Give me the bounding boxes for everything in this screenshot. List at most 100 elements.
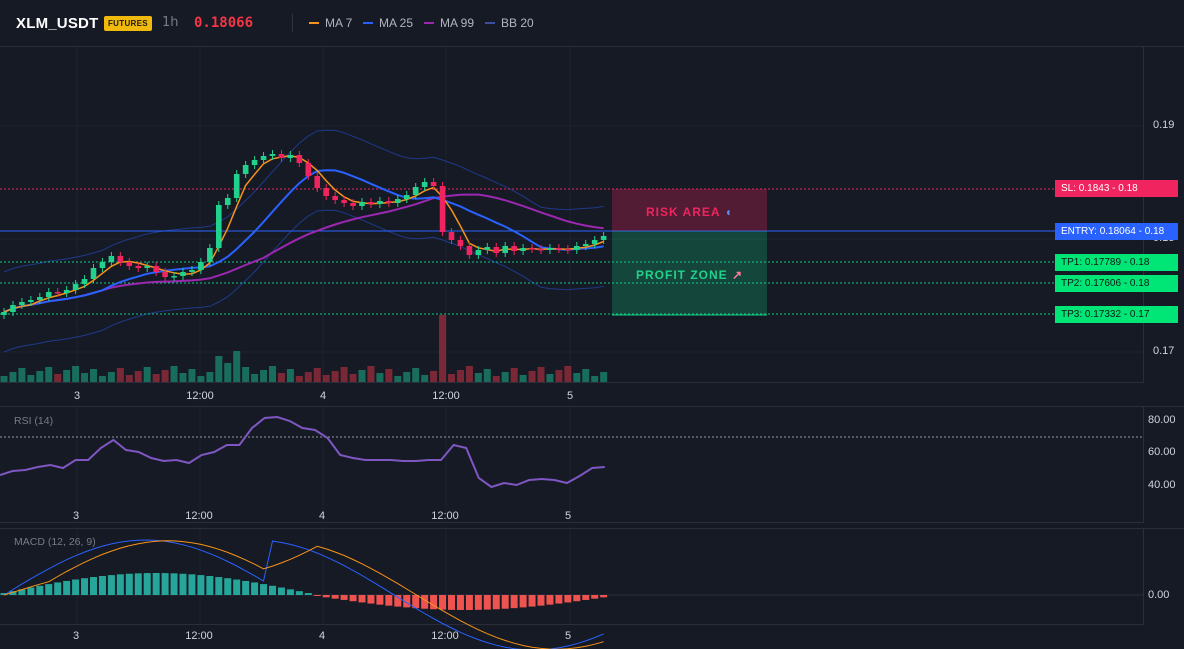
ma25-line bbox=[3, 169, 604, 313]
candle-body bbox=[403, 195, 410, 199]
volume-bar bbox=[45, 367, 53, 382]
legend-ma99[interactable]: MA 99 bbox=[424, 16, 474, 30]
rsi-axis-border bbox=[1143, 406, 1144, 522]
candle-body bbox=[144, 266, 150, 268]
macd-hist-bar bbox=[340, 595, 348, 600]
macd-title[interactable]: MACD (12, 26, 9) bbox=[14, 536, 96, 548]
candle-body bbox=[341, 200, 347, 203]
candle-body bbox=[529, 248, 535, 250]
volume-bar bbox=[197, 376, 205, 382]
volume-bar bbox=[412, 368, 420, 382]
volume-bar bbox=[188, 369, 196, 382]
volume-bar bbox=[116, 368, 124, 382]
candle-body bbox=[224, 198, 231, 205]
macd-hist-bar bbox=[403, 595, 411, 608]
risk-area-box bbox=[612, 189, 767, 231]
candle-body bbox=[45, 292, 52, 297]
candle-body bbox=[377, 201, 383, 204]
candle-body bbox=[269, 154, 276, 156]
candle-body bbox=[296, 155, 303, 163]
timeframe-label[interactable]: 1h bbox=[162, 15, 179, 30]
macd-hist-bar bbox=[358, 595, 366, 603]
macd-hist-bar bbox=[421, 595, 429, 609]
candle-body bbox=[582, 244, 589, 246]
volume-bar bbox=[233, 351, 241, 382]
macd-hist-bar bbox=[573, 595, 581, 602]
profit-zone-label: PROFIT ZONE ↗ bbox=[636, 268, 743, 282]
time-tick: 4 bbox=[318, 630, 326, 642]
candle-body bbox=[54, 292, 61, 294]
symbol-label[interactable]: XLM_USDT bbox=[16, 15, 99, 32]
price-axis-border bbox=[1143, 46, 1144, 382]
candle-body bbox=[421, 182, 428, 187]
bb20-label: BB 20 bbox=[501, 16, 534, 30]
volume-bar bbox=[260, 370, 268, 382]
macd-hist-bar bbox=[456, 595, 464, 610]
macd-hist-bar bbox=[591, 595, 599, 599]
macd-hist-bar bbox=[277, 587, 285, 595]
candle-body bbox=[332, 196, 338, 200]
volume-bar bbox=[215, 356, 223, 382]
volume-bar bbox=[206, 372, 214, 382]
volume-bar bbox=[18, 368, 26, 382]
rsi-tick-60: 60.00 bbox=[1148, 446, 1176, 458]
main-time-axis-line bbox=[0, 382, 1144, 383]
candle-body bbox=[547, 248, 553, 250]
ma25-label: MA 25 bbox=[379, 16, 414, 30]
candle-body bbox=[565, 249, 571, 251]
macd-hist-bar bbox=[54, 582, 62, 595]
volume-bar bbox=[313, 368, 321, 382]
macd-line bbox=[3, 539, 604, 649]
candle-body bbox=[216, 205, 222, 248]
ma99-label: MA 99 bbox=[440, 16, 475, 30]
candle-body bbox=[162, 272, 168, 277]
macd-hist-bar bbox=[0, 593, 8, 595]
candle-body bbox=[242, 165, 249, 174]
header-separator bbox=[0, 46, 1184, 47]
rsi-pane-separator bbox=[0, 528, 1184, 529]
volume-bar bbox=[519, 375, 527, 382]
volume-bar bbox=[9, 372, 17, 382]
tp3-tag: TP3: 0.17332 - 0.17 bbox=[1055, 306, 1178, 323]
macd-hist-bar bbox=[546, 595, 554, 605]
shield-icon: ◖ bbox=[724, 205, 733, 219]
candle-body bbox=[448, 232, 455, 240]
candle-body bbox=[430, 182, 437, 186]
moving-averages bbox=[3, 155, 604, 313]
candle-body bbox=[99, 262, 106, 268]
sl-tag: SL: 0.1843 - 0.18 bbox=[1055, 180, 1178, 197]
volume-bar bbox=[295, 376, 303, 382]
volume-bar bbox=[304, 372, 312, 382]
macd-hist-bar bbox=[170, 573, 178, 595]
macd-hist-bar bbox=[376, 595, 384, 605]
macd-hist-bar bbox=[206, 575, 214, 595]
candle-body bbox=[81, 279, 88, 284]
time-tick: 4 bbox=[319, 390, 327, 402]
macd-hist-bar bbox=[116, 574, 124, 595]
main-pane-separator bbox=[0, 406, 1184, 407]
candle-body bbox=[484, 247, 491, 250]
macd-hist-bar bbox=[152, 573, 160, 595]
macd-hist-bar bbox=[394, 595, 402, 607]
legend-ma25[interactable]: MA 25 bbox=[363, 16, 413, 30]
candle-body bbox=[108, 256, 115, 262]
legend-ma7[interactable]: MA 7 bbox=[309, 16, 352, 30]
macd-time-axis-line bbox=[0, 624, 1144, 625]
candle-body bbox=[475, 250, 482, 255]
macd-tick-0: 0.00 bbox=[1148, 589, 1170, 601]
bb-upper bbox=[3, 129, 604, 273]
time-tick: 5 bbox=[564, 630, 572, 642]
volume-bar bbox=[456, 370, 464, 382]
tp1-tag: TP1: 0.17789 - 0.18 bbox=[1055, 254, 1178, 271]
legend-bb20[interactable]: BB 20 bbox=[485, 16, 534, 30]
profit-zone-box bbox=[612, 231, 767, 315]
profit-zone-text: PROFIT ZONE bbox=[636, 268, 728, 282]
candle-body bbox=[37, 297, 43, 300]
macd-hist-bar bbox=[197, 575, 205, 595]
rsi-title[interactable]: RSI (14) bbox=[14, 415, 54, 427]
macd-hist-bar bbox=[242, 580, 250, 595]
rsi-tick-80: 80.00 bbox=[1148, 414, 1176, 426]
time-tick: 5 bbox=[566, 390, 574, 402]
candle-body bbox=[233, 174, 240, 198]
